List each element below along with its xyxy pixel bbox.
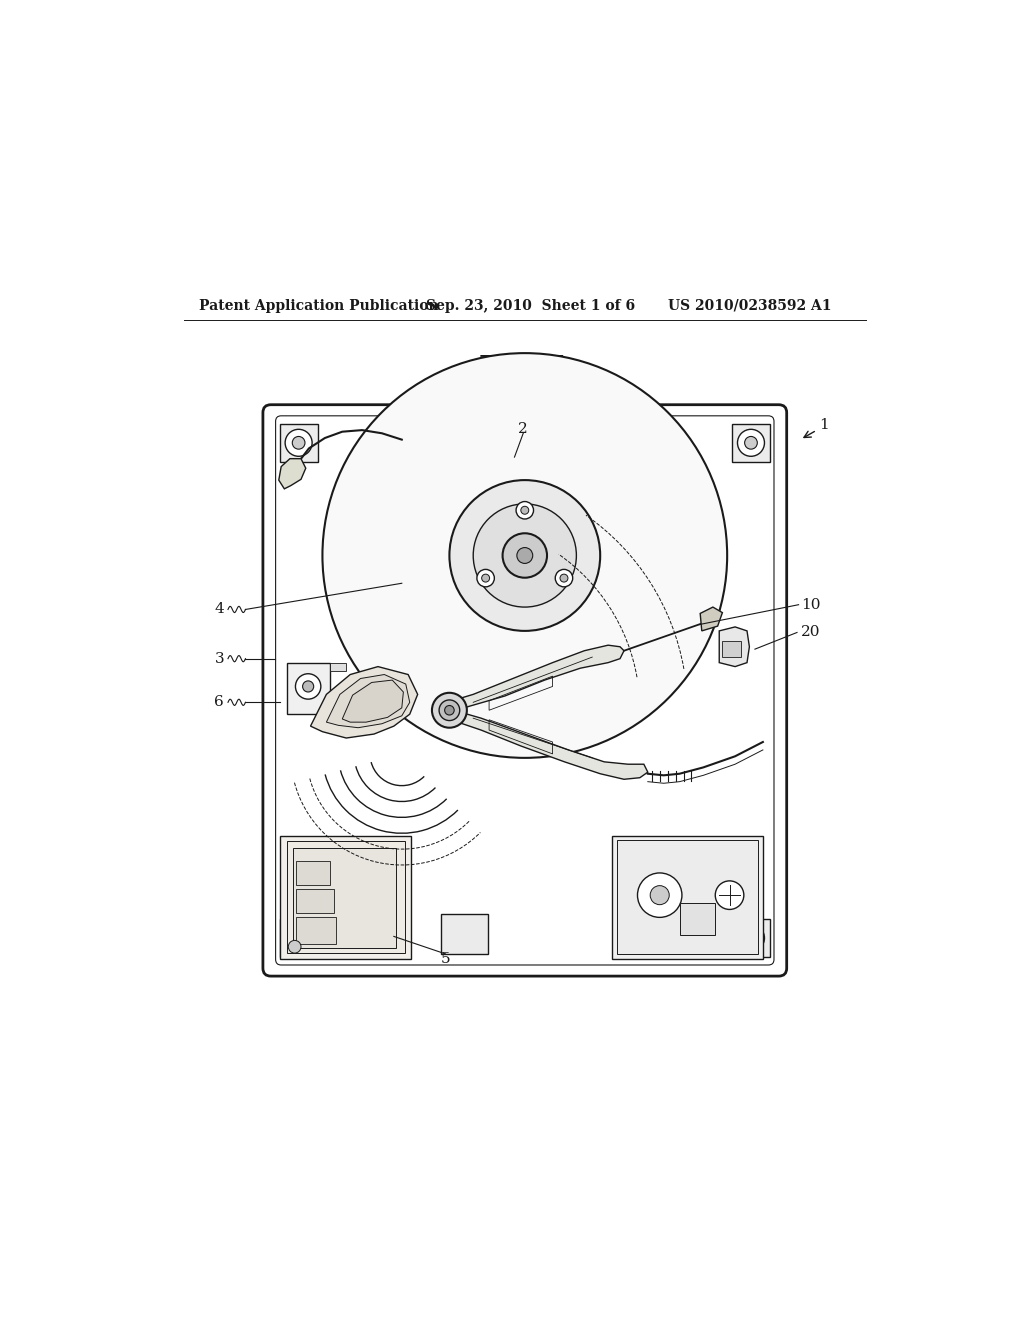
Circle shape [432,693,467,727]
Circle shape [473,504,577,607]
Text: 1: 1 [819,417,828,432]
Circle shape [292,437,305,449]
Polygon shape [719,627,750,667]
Circle shape [521,507,528,515]
Text: FIG.1: FIG.1 [478,354,571,384]
Circle shape [503,533,547,578]
Text: US 2010/0238592 A1: US 2010/0238592 A1 [668,298,831,313]
Bar [280,919,317,957]
Polygon shape [310,667,418,738]
Text: 2: 2 [518,421,528,436]
Bar [293,849,396,948]
Bar [296,888,334,912]
Polygon shape [700,607,722,631]
Circle shape [560,574,568,582]
Circle shape [303,681,313,692]
Circle shape [716,880,743,909]
Circle shape [285,924,312,952]
Circle shape [289,940,301,953]
Bar [722,642,741,657]
Circle shape [481,574,489,582]
Circle shape [744,932,758,944]
Circle shape [296,673,321,700]
Bar [441,915,487,954]
Bar [331,663,346,671]
Circle shape [450,480,600,631]
Circle shape [477,569,495,587]
Polygon shape [342,680,403,722]
Bar [280,424,317,462]
Circle shape [444,705,455,715]
Bar [296,916,336,944]
Text: 20: 20 [801,626,820,639]
Text: Sep. 23, 2010  Sheet 1 of 6: Sep. 23, 2010 Sheet 1 of 6 [426,298,635,313]
Circle shape [555,569,572,587]
Circle shape [285,429,312,457]
Bar [281,836,412,958]
Circle shape [638,873,682,917]
Circle shape [737,429,765,457]
Circle shape [744,437,758,449]
Polygon shape [327,675,410,727]
Bar [732,919,770,957]
Bar [616,841,758,954]
Polygon shape [441,708,648,779]
Circle shape [439,700,460,721]
Bar [612,836,763,958]
Bar [287,663,331,714]
Text: 10: 10 [801,598,820,611]
Polygon shape [441,645,624,714]
Polygon shape [279,458,306,488]
Circle shape [517,548,532,564]
Circle shape [323,354,727,758]
Circle shape [650,886,670,904]
Bar [680,903,715,935]
Bar [296,861,331,884]
Text: 4: 4 [214,602,224,616]
FancyBboxPatch shape [263,405,786,975]
Text: Patent Application Publication: Patent Application Publication [200,298,439,313]
Circle shape [737,924,765,952]
Text: 5: 5 [440,952,451,966]
Text: 6: 6 [214,696,224,709]
Bar [732,424,770,462]
Bar [287,841,404,953]
Circle shape [292,932,305,944]
Circle shape [516,502,534,519]
Text: 3: 3 [214,652,224,665]
